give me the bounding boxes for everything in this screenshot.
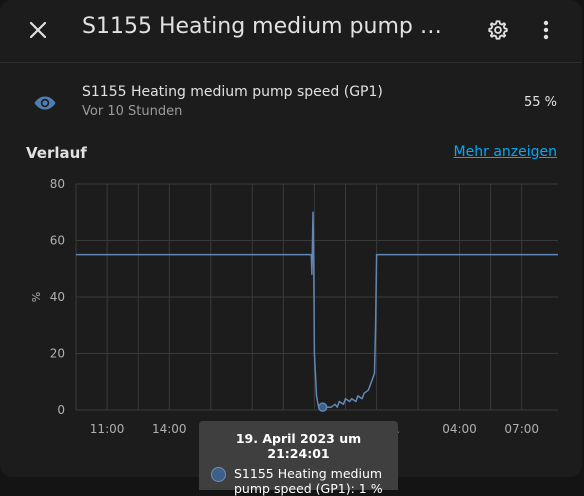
header-divider — [0, 62, 582, 63]
tooltip-series-value: S1155 Heating medium pump speed (GP1): 1… — [234, 466, 383, 496]
x-tick-label: 11:00 — [90, 422, 125, 436]
y-tick-label: 40 — [50, 290, 65, 304]
highlight-point — [317, 402, 328, 412]
y-tick-label: 0 — [57, 403, 65, 417]
more-menu-button[interactable] — [526, 10, 566, 50]
series-line — [76, 211, 558, 408]
tooltip-row: S1155 Heating medium pump speed (GP1): 1… — [211, 466, 386, 496]
gear-icon — [488, 20, 508, 40]
close-button[interactable] — [18, 10, 58, 50]
x-tick-label: 04:00 — [442, 422, 477, 436]
close-icon — [29, 21, 47, 39]
entity-state: 55 % — [523, 95, 557, 110]
dialog-header: S1155 Heating medium pump speed (GP1) — [0, 0, 582, 62]
dialog-title: S1155 Heating medium pump speed (GP1) — [82, 14, 452, 39]
eye-icon — [34, 96, 56, 110]
more-vertical-icon — [543, 20, 549, 40]
entity-last-changed: Vor 10 Stunden — [82, 104, 183, 119]
tooltip-title: 19. April 2023 um 21:24:01 — [235, 431, 362, 461]
entity-name: S1155 Heating medium pump speed (GP1) — [82, 84, 383, 100]
y-axis-label: % — [30, 292, 43, 302]
y-tick-label: 60 — [50, 234, 65, 248]
settings-button[interactable] — [478, 10, 518, 50]
y-tick-label: 80 — [50, 177, 65, 191]
history-section-title: Verlauf — [26, 144, 87, 162]
x-tick-label: 07:00 — [504, 422, 539, 436]
more-info-dialog: S1155 Heating medium pump speed (GP1) S1… — [0, 0, 582, 450]
x-tick-label: 14:00 — [152, 422, 187, 436]
chart-tooltip: 19. April 2023 um 21:24:01 S1155 Heating… — [199, 421, 398, 496]
y-tick-label: 20 — [50, 347, 65, 361]
show-more-link[interactable]: Mehr anzeigen — [453, 144, 557, 160]
series-color-dot — [211, 467, 226, 482]
